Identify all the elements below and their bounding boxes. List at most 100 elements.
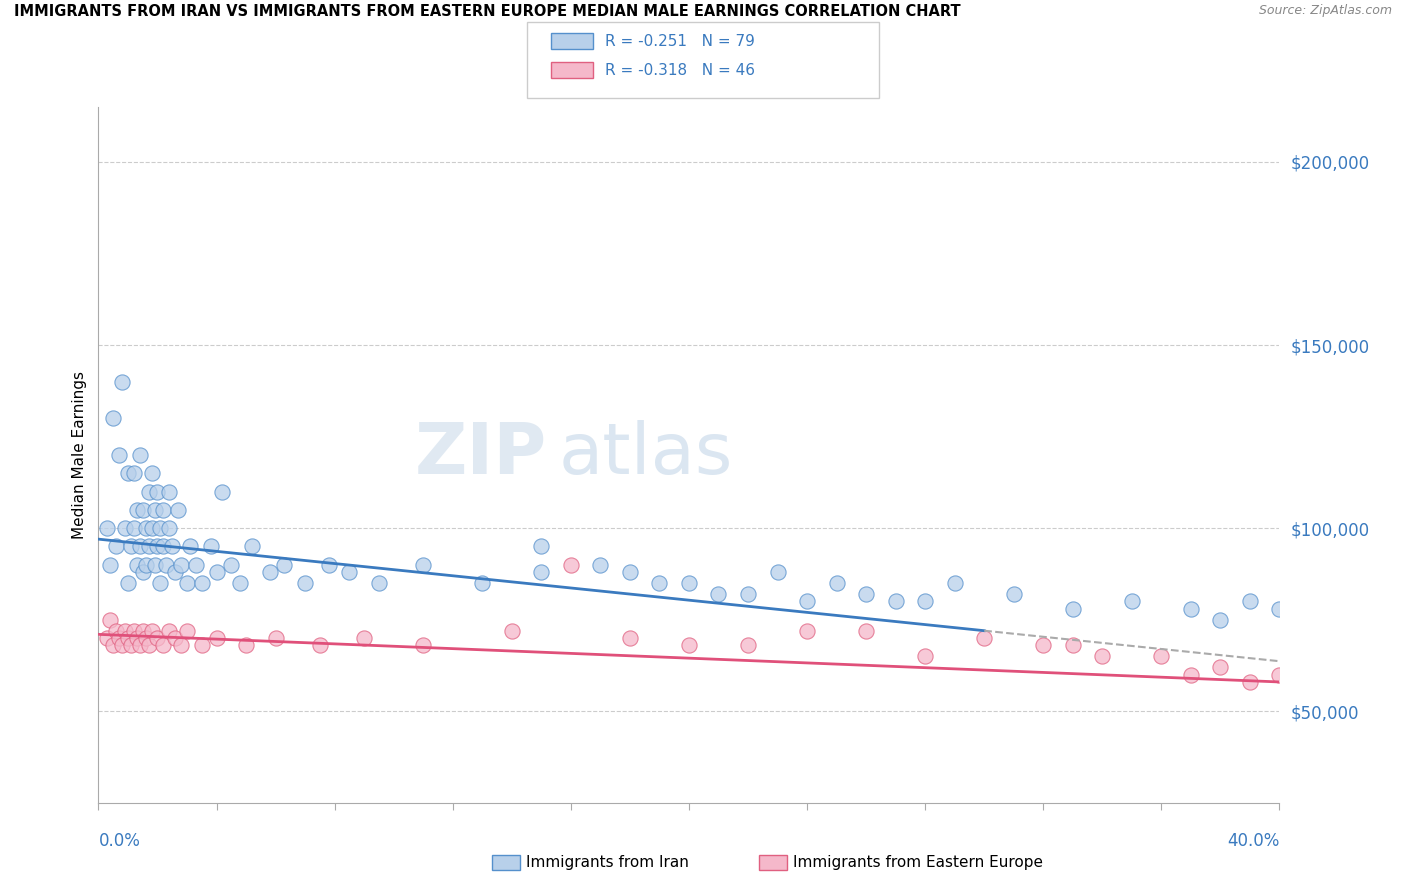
Point xyxy=(471,576,494,591)
Point xyxy=(128,540,150,554)
Point xyxy=(162,540,183,554)
Point xyxy=(98,613,121,627)
Point xyxy=(1002,587,1025,601)
Point xyxy=(141,521,163,535)
Point xyxy=(117,576,139,591)
Point xyxy=(211,484,233,499)
Point xyxy=(264,631,287,645)
Point xyxy=(884,594,907,608)
Point xyxy=(128,448,150,462)
Point xyxy=(167,503,190,517)
Point xyxy=(125,503,148,517)
Point xyxy=(176,576,198,591)
Point xyxy=(1239,594,1261,608)
Point xyxy=(235,638,257,652)
Point xyxy=(125,558,148,572)
Point xyxy=(1121,594,1143,608)
Point xyxy=(1268,667,1291,681)
Point xyxy=(294,576,316,591)
Point xyxy=(678,638,700,652)
Point xyxy=(412,638,434,652)
Point xyxy=(170,558,193,572)
Point xyxy=(368,576,391,591)
Point xyxy=(973,631,995,645)
Point xyxy=(122,467,145,481)
Point xyxy=(108,448,131,462)
Point xyxy=(157,521,180,535)
Point xyxy=(96,521,118,535)
Point xyxy=(120,540,142,554)
Point xyxy=(560,558,582,572)
Point xyxy=(149,521,172,535)
Point xyxy=(219,558,242,572)
Text: ZIP: ZIP xyxy=(415,420,547,490)
Point xyxy=(1032,638,1054,652)
Y-axis label: Median Male Earnings: Median Male Earnings xyxy=(72,371,87,539)
Point xyxy=(1180,601,1202,615)
Point xyxy=(619,565,641,579)
Point xyxy=(914,649,936,664)
Point xyxy=(132,565,155,579)
Point xyxy=(825,576,848,591)
Point xyxy=(155,558,177,572)
Point xyxy=(135,521,157,535)
Point xyxy=(179,540,201,554)
Point xyxy=(141,467,163,481)
Point xyxy=(184,558,207,572)
Point xyxy=(157,624,180,638)
Point xyxy=(796,624,818,638)
Point xyxy=(176,624,198,638)
Point xyxy=(589,558,612,572)
Point xyxy=(530,565,553,579)
Point xyxy=(149,576,172,591)
Point xyxy=(146,484,169,499)
Point xyxy=(259,565,281,579)
Point xyxy=(796,594,818,608)
Point xyxy=(111,375,134,389)
Point xyxy=(105,624,128,638)
Text: 0.0%: 0.0% xyxy=(98,832,141,850)
Point xyxy=(170,638,193,652)
Point xyxy=(855,624,877,638)
Point xyxy=(530,540,553,554)
Point xyxy=(122,624,145,638)
Point xyxy=(707,587,730,601)
Point xyxy=(191,576,214,591)
Point xyxy=(143,558,166,572)
Point xyxy=(240,540,263,554)
Point xyxy=(205,565,228,579)
Point xyxy=(318,558,340,572)
Point xyxy=(103,411,125,425)
Text: 40.0%: 40.0% xyxy=(1227,832,1279,850)
Point xyxy=(108,631,131,645)
Point xyxy=(229,576,252,591)
Point xyxy=(1209,613,1232,627)
Point xyxy=(152,638,174,652)
Point xyxy=(165,631,187,645)
Point xyxy=(1268,601,1291,615)
Point xyxy=(146,540,169,554)
Text: Immigrants from Eastern Europe: Immigrants from Eastern Europe xyxy=(793,855,1043,870)
Point xyxy=(648,576,671,591)
Point xyxy=(157,484,180,499)
Text: Immigrants from Iran: Immigrants from Iran xyxy=(526,855,689,870)
Point xyxy=(152,503,174,517)
Point xyxy=(138,638,160,652)
Point xyxy=(205,631,228,645)
Point xyxy=(135,558,157,572)
Point xyxy=(1150,649,1173,664)
Point xyxy=(117,631,139,645)
Point xyxy=(98,558,121,572)
Point xyxy=(412,558,434,572)
Point xyxy=(619,631,641,645)
Text: Source: ZipAtlas.com: Source: ZipAtlas.com xyxy=(1258,4,1392,18)
Point xyxy=(141,624,163,638)
Point xyxy=(191,638,214,652)
Point xyxy=(138,540,160,554)
Point xyxy=(855,587,877,601)
Point xyxy=(132,503,155,517)
Point xyxy=(766,565,789,579)
Point xyxy=(138,484,160,499)
Point xyxy=(943,576,966,591)
Text: atlas: atlas xyxy=(560,420,734,490)
